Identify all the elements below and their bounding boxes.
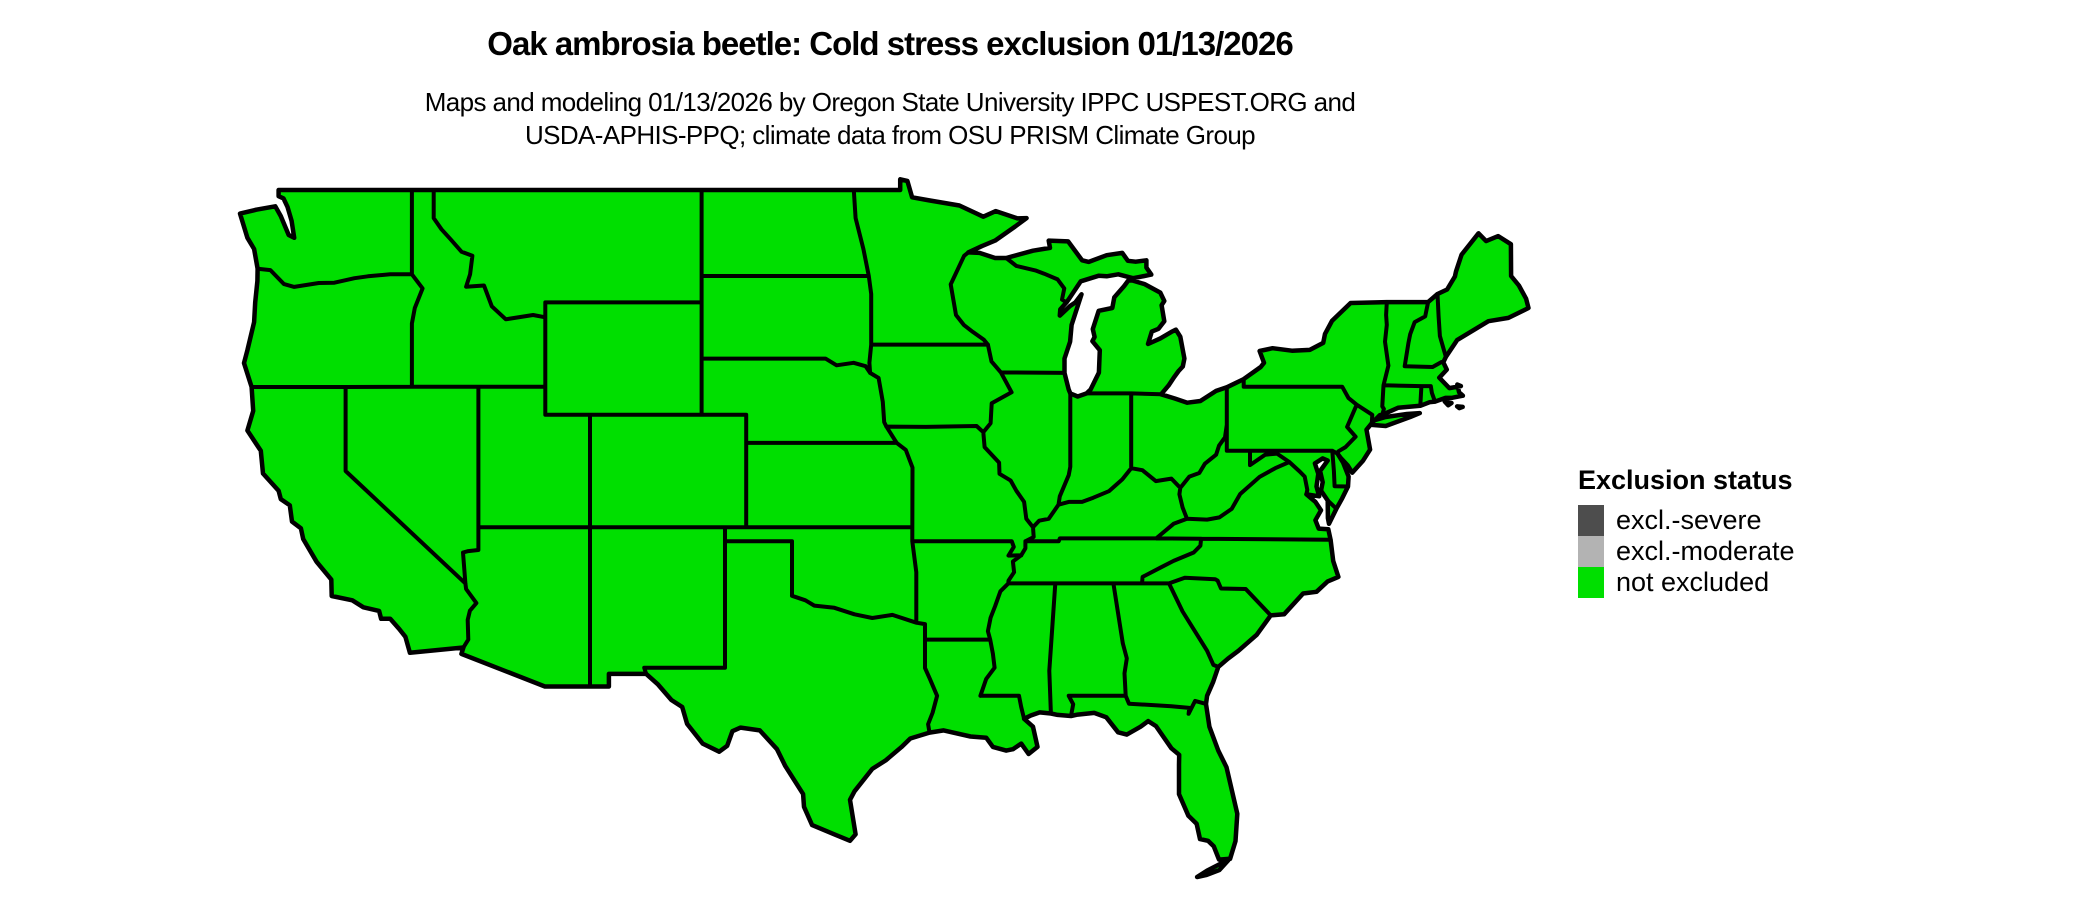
severe-swatch-icon bbox=[1578, 505, 1604, 536]
legend-item-moderate: excl.-moderate bbox=[1578, 536, 1998, 567]
exclusion-legend: Exclusion status excl.-severe excl.-mode… bbox=[1578, 464, 1998, 598]
moderate-swatch-icon bbox=[1578, 536, 1604, 567]
map-credits: Maps and modeling 01/13/2026 by Oregon S… bbox=[180, 86, 1600, 152]
legend-title: Exclusion status bbox=[1578, 465, 1793, 495]
legend-label: excl.-severe bbox=[1616, 505, 1762, 535]
credits-line-2: USDA-APHIS-PPQ; climate data from OSU PR… bbox=[524, 120, 1256, 150]
legend-label: not excluded bbox=[1616, 567, 1770, 597]
credits-line-1: Maps and modeling 01/13/2026 by Oregon S… bbox=[424, 87, 1356, 117]
map-header: Oak ambrosia beetle: Cold stress exclusi… bbox=[180, 24, 1600, 152]
legend-label: excl.-moderate bbox=[1616, 536, 1795, 566]
state-borders bbox=[249, 188, 1448, 735]
page-title: Oak ambrosia beetle: Cold stress exclusi… bbox=[487, 25, 1293, 62]
not-excluded-swatch-icon bbox=[1578, 567, 1604, 598]
legend-item-severe: excl.-severe bbox=[1578, 505, 1998, 536]
legend-item-not-excluded: not excluded bbox=[1578, 567, 1998, 598]
